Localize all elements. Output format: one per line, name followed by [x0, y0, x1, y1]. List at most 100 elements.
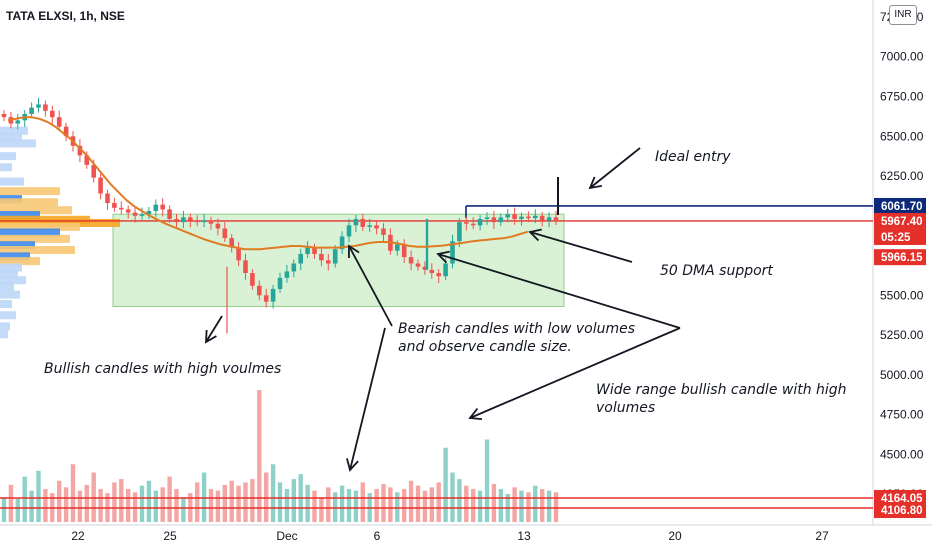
- candle: [98, 177, 103, 194]
- candle: [360, 218, 366, 227]
- volume-bar: [181, 497, 186, 522]
- volume-bar: [126, 489, 131, 522]
- candle: [319, 253, 324, 261]
- volume-bar: [70, 464, 76, 522]
- candle: [167, 209, 172, 219]
- price-tick-label: 7000.00: [880, 50, 924, 64]
- candle: [63, 126, 69, 137]
- time-tick-label: 20: [668, 529, 682, 543]
- candle: [332, 249, 338, 264]
- candle: [498, 217, 504, 223]
- volume-bar: [77, 490, 83, 522]
- candle: [464, 222, 469, 224]
- volume-profile-bar: [0, 206, 72, 215]
- volume-profile-bar: [0, 177, 24, 186]
- volume-bar: [374, 489, 379, 522]
- volume-bar: [436, 482, 441, 522]
- bearish-label-line1: Bearish candles with low volumes: [398, 321, 635, 337]
- volume-bar: [546, 490, 552, 522]
- price-tick-label: 5250.00: [880, 328, 924, 342]
- volume-bar: [195, 482, 200, 522]
- volume-bar: [15, 498, 20, 522]
- volume-profile-bar: [0, 187, 60, 196]
- volume-profile-bar: [0, 228, 60, 237]
- candle: [139, 214, 145, 216]
- countdown-tag-bg: [874, 228, 926, 245]
- volume-bar: [333, 492, 338, 522]
- symbol-title: TATA ELXSI, 1h, NSE: [6, 9, 125, 23]
- candle: [229, 238, 234, 248]
- volume-bar: [277, 482, 283, 522]
- volume-profile-bar: [0, 211, 40, 220]
- candle: [146, 211, 152, 215]
- wide-range-label-line1: Wide range bullish candle with high: [596, 382, 847, 398]
- ideal-entry-label: Ideal entry: [655, 149, 731, 165]
- volume-profile-bar: [0, 133, 22, 142]
- volume-profile-bar: [0, 222, 80, 231]
- candle: [374, 225, 379, 229]
- time-tick-label: 27: [815, 529, 829, 543]
- volume-bar: [353, 490, 359, 522]
- candle: [222, 228, 228, 239]
- volume-bar: [519, 490, 524, 522]
- candle: [91, 164, 96, 178]
- volume-bar: [174, 489, 179, 522]
- volume-bar: [477, 490, 483, 522]
- consolidation-box: [112, 213, 565, 307]
- volume-bar: [112, 482, 117, 522]
- candle: [15, 120, 21, 124]
- candle: [208, 220, 214, 224]
- candle: [84, 155, 90, 165]
- volume-profile-bar: [0, 152, 16, 161]
- volume-bar: [8, 484, 14, 522]
- volume-bar: [484, 439, 490, 522]
- volume-bar: [319, 497, 324, 522]
- ideal-entry-arrow: [589, 147, 641, 189]
- volume-bar: [512, 487, 517, 522]
- volume-bar: [553, 492, 559, 522]
- volume-bar: [346, 489, 352, 522]
- resistance-tag-bg: [874, 197, 926, 214]
- volume-bar: [533, 485, 538, 522]
- candle: [243, 260, 248, 274]
- candle: [526, 216, 531, 219]
- volume-bar: [36, 470, 41, 522]
- candle: [36, 104, 41, 108]
- volume-bar: [291, 479, 296, 522]
- volume-profile-bar: [0, 282, 14, 291]
- dma-support-label: 50 DMA support: [660, 263, 773, 279]
- candle: [353, 218, 359, 226]
- candle: [270, 288, 276, 302]
- resistance-tag-text: 6061.70: [881, 201, 923, 213]
- candle: [491, 217, 497, 223]
- candle: [194, 220, 200, 223]
- candle: [443, 263, 448, 277]
- candle: [277, 277, 283, 289]
- bullish-volume-label: Bullish candles with high voulmes: [44, 361, 281, 377]
- volume-bar: [222, 484, 227, 522]
- last-price-tag-text: 5967.40: [881, 216, 923, 228]
- candle: [519, 216, 524, 219]
- candle: [546, 217, 552, 221]
- volume-bar: [160, 487, 165, 522]
- bearish-volume-arrow-head: [346, 458, 359, 472]
- bearish-volume-arrow: [349, 327, 386, 471]
- volume-line-tag-2-bg: [874, 502, 926, 518]
- volume-bar: [312, 490, 317, 522]
- volume-bar: [132, 492, 138, 522]
- volume-profile-bar: [0, 198, 58, 207]
- candle: [339, 236, 345, 250]
- volume-bar: [339, 485, 345, 522]
- volume-profile-bar: [0, 290, 20, 299]
- candle: [422, 266, 428, 270]
- candle: [450, 241, 455, 264]
- volume-bar: [388, 487, 393, 522]
- candle: [43, 104, 48, 111]
- wide-range-volume-arrow-head: [468, 408, 483, 421]
- bullish-arrow-head: [205, 329, 217, 344]
- currency-button[interactable]: INR: [889, 5, 917, 25]
- volume-bar: [22, 476, 27, 522]
- wide-range-volume-arrow: [469, 327, 681, 419]
